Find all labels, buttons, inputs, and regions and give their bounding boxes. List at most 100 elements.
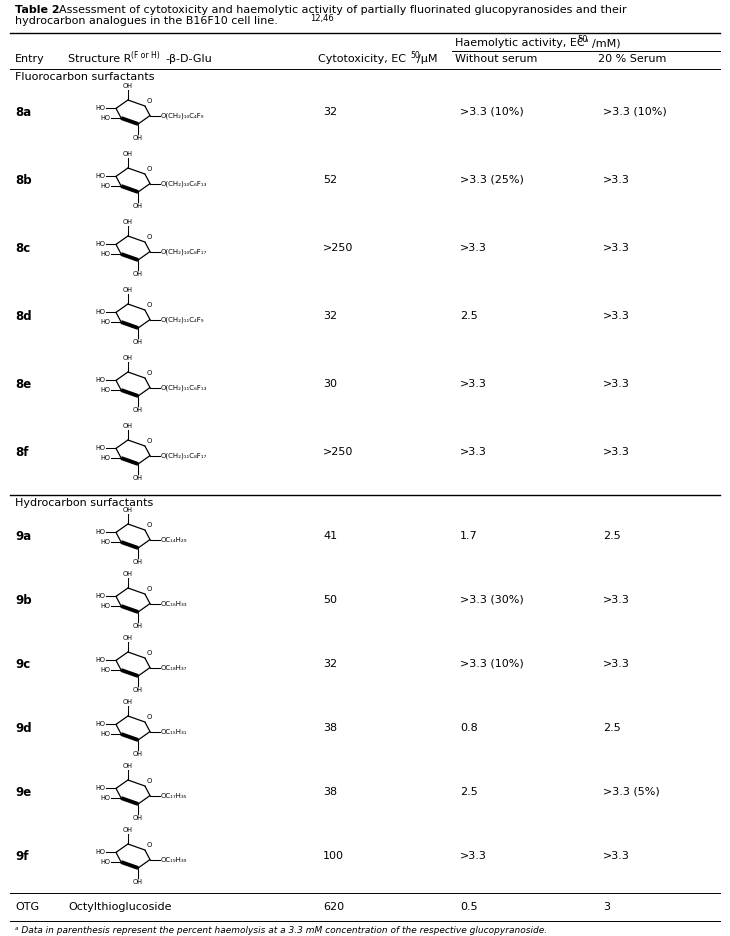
Text: 1.7: 1.7 — [460, 531, 477, 541]
Text: >3.3 (30%): >3.3 (30%) — [460, 595, 523, 605]
Text: >3.3: >3.3 — [603, 659, 630, 669]
Text: >3.3: >3.3 — [460, 379, 487, 389]
Text: O: O — [147, 714, 153, 720]
Text: 3: 3 — [603, 902, 610, 912]
Text: >3.3: >3.3 — [460, 851, 487, 861]
Text: OH: OH — [133, 339, 143, 345]
Text: >3.3 (10%): >3.3 (10%) — [603, 107, 666, 117]
Text: HO: HO — [95, 241, 105, 247]
Text: HO: HO — [95, 377, 105, 384]
Text: 8e: 8e — [15, 377, 31, 390]
Text: OH: OH — [123, 83, 133, 89]
Text: 9d: 9d — [15, 722, 31, 735]
Text: 9c: 9c — [15, 657, 30, 670]
Text: Without serum: Without serum — [455, 54, 537, 64]
Text: (F or H): (F or H) — [131, 51, 160, 60]
Text: Hydrocarbon surfactants: Hydrocarbon surfactants — [15, 498, 153, 508]
Text: >3.3: >3.3 — [460, 447, 487, 457]
Text: HO: HO — [100, 115, 110, 121]
Text: HO: HO — [100, 603, 110, 609]
Text: OC₁₄H₂₉: OC₁₄H₂₉ — [161, 536, 188, 543]
Text: O(CH₂)₁₁C₈F₁₇: O(CH₂)₁₁C₈F₁₇ — [161, 452, 207, 459]
Text: 30: 30 — [323, 379, 337, 389]
Text: >3.3 (25%): >3.3 (25%) — [460, 175, 524, 185]
Text: HO: HO — [100, 387, 110, 393]
Text: >250: >250 — [323, 243, 353, 253]
Text: O(CH₂)₁₀C₄F₉: O(CH₂)₁₀C₄F₉ — [161, 112, 204, 119]
Text: 620: 620 — [323, 902, 344, 912]
Text: Assessment of cytotoxicity and haemolytic activity of partially fluorinated gluc: Assessment of cytotoxicity and haemolyti… — [59, 5, 626, 15]
Text: 38: 38 — [323, 723, 337, 733]
Text: >3.3 (5%): >3.3 (5%) — [603, 787, 660, 797]
Text: Structure R: Structure R — [68, 54, 131, 64]
Text: O(CH₂)₁₀C₆F₁₃: O(CH₂)₁₀C₆F₁₃ — [161, 181, 207, 187]
Text: 2.5: 2.5 — [603, 531, 620, 541]
Text: OC₁₈H₃₇: OC₁₈H₃₇ — [161, 665, 188, 670]
Text: 50: 50 — [323, 595, 337, 605]
Text: O: O — [147, 438, 153, 444]
Text: OH: OH — [133, 559, 143, 565]
Text: 9f: 9f — [15, 850, 28, 862]
Text: HO: HO — [100, 251, 110, 257]
Text: Octylthioglucoside: Octylthioglucoside — [68, 902, 172, 912]
Text: 12,46: 12,46 — [310, 14, 334, 23]
Text: OH: OH — [133, 203, 143, 209]
Text: 8f: 8f — [15, 446, 28, 459]
Text: O(CH₂)₁₁C₆F₁₃: O(CH₂)₁₁C₆F₁₃ — [161, 385, 207, 391]
Text: 50: 50 — [410, 51, 420, 60]
Text: HO: HO — [95, 657, 105, 664]
Text: OH: OH — [133, 475, 143, 481]
Text: O: O — [147, 586, 153, 592]
Text: OC₁₉H₃₉: OC₁₉H₃₉ — [161, 856, 188, 863]
Text: OH: OH — [133, 687, 143, 693]
Text: Table 2: Table 2 — [15, 5, 60, 15]
Text: O: O — [147, 778, 153, 784]
Text: 2.5: 2.5 — [460, 787, 477, 797]
Text: OH: OH — [133, 879, 143, 885]
Text: Fluorocarbon surfactants: Fluorocarbon surfactants — [15, 72, 155, 82]
Text: OH: OH — [123, 699, 133, 705]
Text: O: O — [147, 650, 153, 656]
Text: ᵃ Data in parenthesis represent the percent haemolysis at a 3.3 mM concentration: ᵃ Data in parenthesis represent the perc… — [15, 926, 547, 935]
Text: -β-D-Glu: -β-D-Glu — [165, 54, 212, 64]
Text: >3.3: >3.3 — [603, 447, 630, 457]
Text: hydrocarbon analogues in the B16F10 cell line.: hydrocarbon analogues in the B16F10 cell… — [15, 16, 278, 26]
Text: O: O — [147, 522, 153, 528]
Text: OH: OH — [123, 151, 133, 157]
Text: 9e: 9e — [15, 785, 31, 798]
Text: O: O — [147, 234, 153, 240]
Text: 100: 100 — [323, 851, 344, 861]
Text: HO: HO — [100, 455, 110, 461]
Text: >250: >250 — [323, 447, 353, 457]
Text: 2.5: 2.5 — [460, 311, 477, 321]
Text: HO: HO — [95, 722, 105, 727]
Text: HO: HO — [95, 173, 105, 180]
Text: OH: OH — [123, 423, 133, 429]
Text: 38: 38 — [323, 787, 337, 797]
Text: OH: OH — [133, 751, 143, 757]
Text: HO: HO — [100, 319, 110, 325]
Text: 0.8: 0.8 — [460, 723, 477, 733]
Text: HO: HO — [100, 539, 110, 545]
Text: OH: OH — [123, 355, 133, 361]
Text: HO: HO — [100, 795, 110, 801]
Text: O: O — [147, 370, 153, 376]
Text: >3.3: >3.3 — [603, 243, 630, 253]
Text: >3.3: >3.3 — [603, 379, 630, 389]
Text: >3.3: >3.3 — [603, 175, 630, 185]
Text: Cytotoxicity, EC: Cytotoxicity, EC — [318, 54, 406, 64]
Text: >3.3: >3.3 — [603, 311, 630, 321]
Text: ᵃ: ᵃ — [585, 38, 588, 47]
Text: 32: 32 — [323, 311, 337, 321]
Text: HO: HO — [100, 183, 110, 189]
Text: OH: OH — [123, 635, 133, 641]
Text: O(CH₂)₁₁C₄F₉: O(CH₂)₁₁C₄F₉ — [161, 316, 204, 323]
Text: >3.3: >3.3 — [603, 851, 630, 861]
Text: /mM): /mM) — [592, 38, 620, 48]
Text: OH: OH — [133, 271, 143, 277]
Text: 32: 32 — [323, 107, 337, 117]
Text: 32: 32 — [323, 659, 337, 669]
Text: 0.5: 0.5 — [460, 902, 477, 912]
Text: HO: HO — [100, 731, 110, 737]
Text: O: O — [147, 302, 153, 308]
